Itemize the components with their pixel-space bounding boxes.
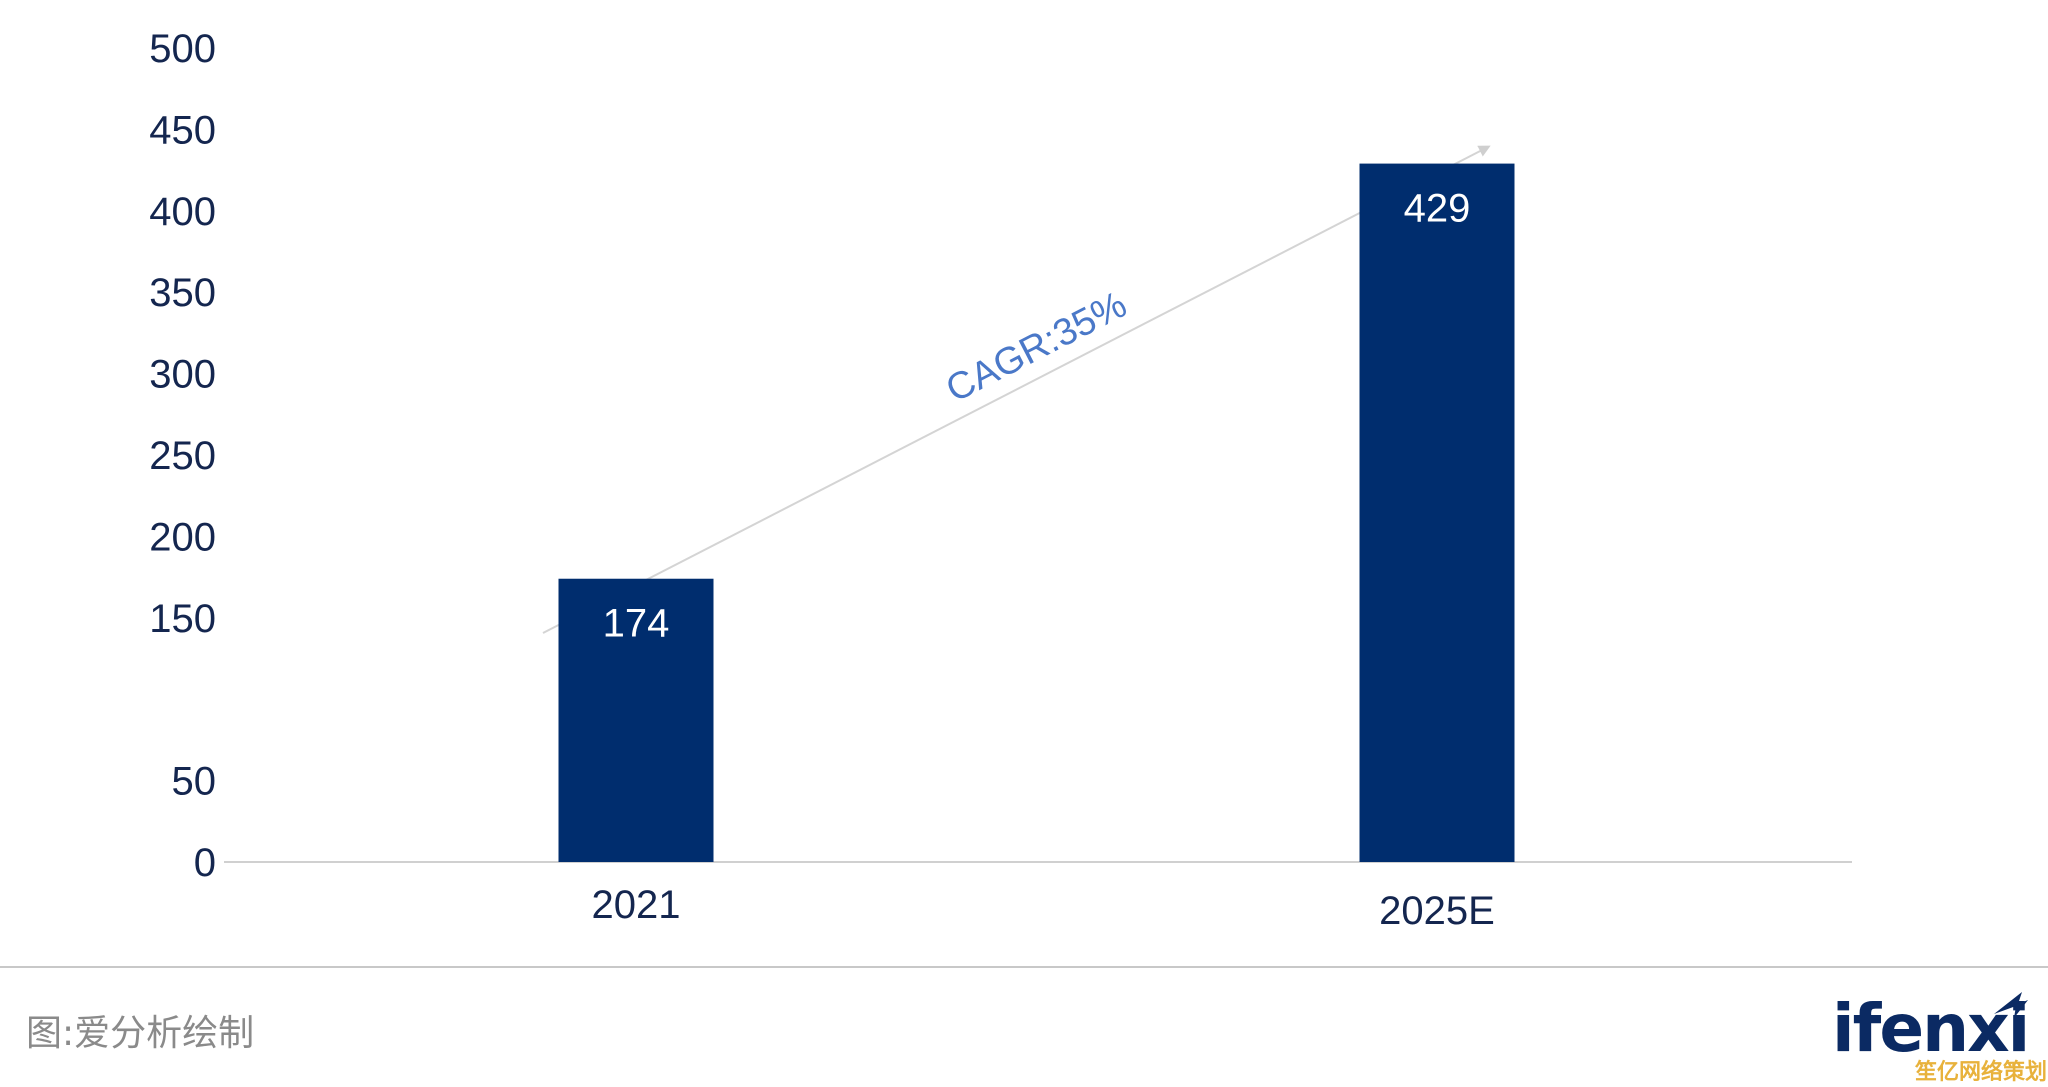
- y-tick-label: 250: [149, 434, 216, 478]
- y-tick-label: 300: [149, 353, 216, 397]
- bar-2025e: [1359, 163, 1515, 862]
- x-axis-tick-labels: 2021 2025E: [592, 883, 1495, 933]
- logo-arrow-icon: [1994, 992, 2028, 1018]
- bar-2021: [558, 578, 714, 862]
- x-tick-label: 2021: [592, 883, 681, 927]
- y-tick-label: 400: [149, 190, 216, 234]
- y-tick-label: 350: [149, 271, 216, 315]
- cagr-trend-arrow: [542, 145, 1491, 634]
- cagr-annotation: CAGR:35%: [940, 284, 1134, 411]
- bar-value-label: 174: [603, 602, 670, 646]
- ifenxi-logo: ifenxi: [1832, 986, 2032, 1067]
- y-tick-label: 450: [149, 108, 216, 152]
- y-tick-label: 500: [149, 27, 216, 71]
- y-axis-tick-labels: 0 50 150 200 250 300 350 400 450 500: [149, 27, 216, 885]
- logo-wordmark: ifenxi: [1832, 990, 2030, 1067]
- bar-chart: 0 50 150 200 250 300 350 400 450 500 CAGR:35% 174…: [149, 27, 1852, 933]
- y-tick-label: 200: [149, 515, 216, 559]
- watermark-text: 笙亿网络策划: [1915, 1060, 2048, 1085]
- x-tick-label: 2025E: [1379, 889, 1495, 933]
- footer-divider: [0, 966, 2048, 968]
- bar-series: 174 429: [558, 163, 1515, 862]
- bar-value-label: 429: [1404, 187, 1471, 231]
- y-tick-label: 0: [194, 841, 216, 885]
- y-tick-label: 50: [172, 760, 217, 804]
- y-tick-label: 150: [149, 597, 216, 641]
- source-note: 图:爱分析绘制: [26, 1013, 255, 1054]
